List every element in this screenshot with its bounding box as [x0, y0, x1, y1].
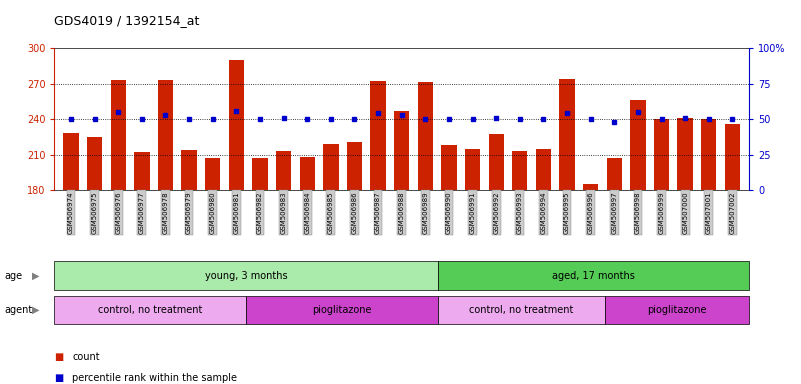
Text: pioglitazone: pioglitazone	[312, 305, 372, 315]
Bar	[205, 158, 220, 190]
Bar	[489, 134, 504, 190]
Bar	[158, 80, 173, 190]
Text: agent: agent	[4, 305, 32, 315]
Bar	[111, 80, 126, 190]
Bar	[182, 150, 197, 190]
Text: pioglitazone: pioglitazone	[647, 305, 706, 315]
Bar	[347, 142, 362, 190]
Bar	[252, 158, 268, 190]
Text: ▶: ▶	[32, 305, 40, 315]
Bar	[300, 157, 315, 190]
Bar	[606, 158, 622, 190]
Bar	[228, 60, 244, 190]
Text: age: age	[4, 270, 22, 281]
Text: control, no treatment: control, no treatment	[98, 305, 203, 315]
Bar	[465, 149, 481, 190]
Bar	[630, 100, 646, 190]
Text: ■: ■	[54, 352, 64, 362]
Text: young, 3 months: young, 3 months	[205, 270, 288, 281]
Bar	[63, 133, 78, 190]
Text: ▶: ▶	[32, 270, 40, 281]
Bar	[536, 149, 551, 190]
Bar	[323, 144, 339, 190]
Bar	[394, 111, 409, 190]
Bar	[87, 137, 103, 190]
Text: control, no treatment: control, no treatment	[469, 305, 574, 315]
Bar	[135, 152, 150, 190]
Bar	[583, 184, 598, 190]
Bar	[701, 119, 716, 190]
Bar	[512, 151, 528, 190]
Bar	[654, 119, 669, 190]
Bar	[276, 151, 292, 190]
Bar	[725, 124, 740, 190]
Bar	[559, 79, 575, 190]
Bar	[678, 118, 693, 190]
Text: ■: ■	[54, 373, 64, 383]
Text: percentile rank within the sample: percentile rank within the sample	[72, 373, 237, 383]
Text: GDS4019 / 1392154_at: GDS4019 / 1392154_at	[54, 14, 199, 27]
Text: aged, 17 months: aged, 17 months	[552, 270, 634, 281]
Text: count: count	[72, 352, 99, 362]
Bar	[417, 82, 433, 190]
Bar	[370, 81, 386, 190]
Bar	[441, 145, 457, 190]
